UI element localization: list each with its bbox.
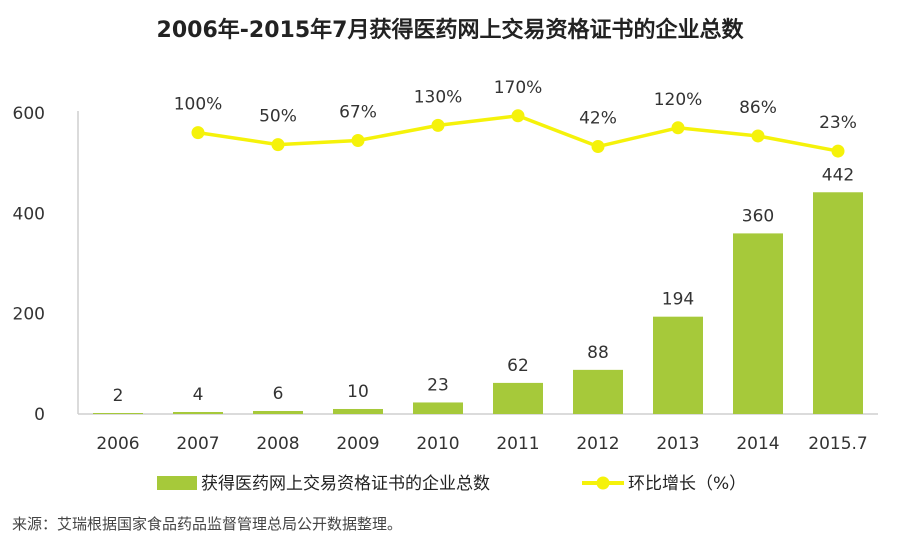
growth-value-label: 50% <box>259 107 297 127</box>
growth-value-label: 170% <box>494 78 543 98</box>
bar <box>573 369 623 414</box>
bar-value-label: 194 <box>662 290 694 310</box>
y-tick-label: 0 <box>34 405 45 425</box>
growth-point <box>511 109 525 123</box>
y-tick-label: 200 <box>13 305 45 325</box>
x-tick-label: 2006 <box>96 434 139 454</box>
growth-value-label: 130% <box>414 87 463 107</box>
growth-point <box>351 134 365 148</box>
bar-value-label: 10 <box>347 382 369 402</box>
chart-title: 2006年-2015年7月获得医药网上交易资格证书的企业总数 <box>156 18 744 43</box>
growth-value-label: 100% <box>174 95 223 115</box>
growth-point <box>271 138 285 152</box>
bar-value-label: 442 <box>822 165 854 185</box>
x-tick-label: 2012 <box>576 434 619 454</box>
bar-value-label: 23 <box>427 375 449 395</box>
x-tick-label: 2015.7 <box>808 434 867 454</box>
bar-value-label: 6 <box>273 384 284 404</box>
y-tick-label: 600 <box>13 104 45 124</box>
source-note: 来源：艾瑞根据国家食品药品监督管理总局公开数据整理。 <box>12 515 403 533</box>
bar-value-label: 4 <box>193 385 204 405</box>
growth-value-label: 42% <box>579 109 617 129</box>
bar-value-label: 62 <box>507 356 529 376</box>
legend-bar-swatch <box>157 476 197 490</box>
bar-value-label: 2 <box>113 386 124 406</box>
growth-value-label: 67% <box>339 103 377 123</box>
growth-value-label: 86% <box>739 98 777 118</box>
bar <box>333 408 383 414</box>
legend-bar-label: 获得医药网上交易资格证书的企业总数 <box>201 474 490 494</box>
x-tick-label: 2008 <box>256 434 299 454</box>
legend-line-label: 环比增长（%） <box>628 474 746 494</box>
bar <box>733 233 783 414</box>
y-tick-label: 400 <box>13 204 45 224</box>
bar <box>493 382 543 414</box>
bar-value-label: 88 <box>587 343 609 363</box>
bar <box>173 411 223 414</box>
x-tick-label: 2014 <box>736 434 779 454</box>
growth-point <box>751 129 765 143</box>
growth-point <box>591 140 605 154</box>
growth-point <box>831 144 845 158</box>
x-tick-label: 2009 <box>336 434 379 454</box>
bar <box>813 192 863 414</box>
growth-value-label: 23% <box>819 113 857 133</box>
legend-line-marker <box>596 476 610 490</box>
x-tick-label: 2010 <box>416 434 459 454</box>
growth-point <box>431 118 445 132</box>
x-tick-label: 2013 <box>656 434 699 454</box>
x-tick-label: 2011 <box>496 434 539 454</box>
x-tick-label: 2007 <box>176 434 219 454</box>
growth-point <box>671 121 685 135</box>
bar <box>253 410 303 414</box>
bar <box>413 402 463 414</box>
growth-point <box>191 126 205 140</box>
bar <box>653 316 703 414</box>
growth-value-label: 120% <box>654 90 703 110</box>
bar <box>93 412 143 414</box>
bar-value-label: 360 <box>742 206 774 226</box>
